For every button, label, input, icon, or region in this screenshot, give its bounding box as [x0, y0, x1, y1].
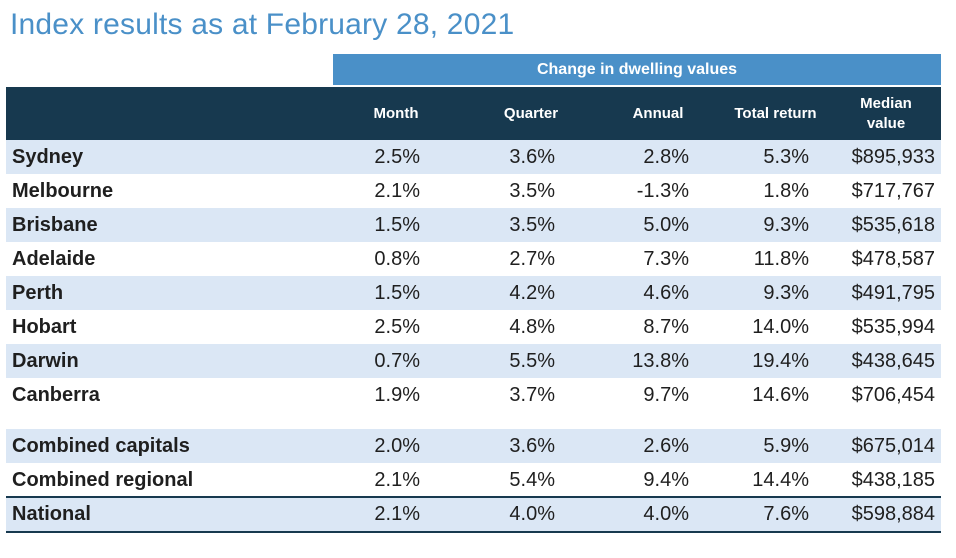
cell-total-return: 11.8% — [753, 247, 809, 270]
cell-median: $438,185 — [851, 468, 935, 491]
cell-quarter: 3.5% — [509, 213, 555, 236]
cell-median: $478,587 — [851, 247, 935, 270]
row-name: National — [12, 502, 91, 525]
table-row: Hobart 2.5% 4.8% 8.7% 14.0% $535,994 — [6, 310, 941, 344]
page-title: Index results as at February 28, 2021 — [10, 8, 515, 41]
cell-median: $717,767 — [851, 179, 935, 202]
cell-total-return: 14.4% — [752, 468, 809, 491]
cell-month: 2.5% — [374, 315, 420, 338]
cell-month: 2.1% — [374, 179, 420, 202]
cell-median: $598,884 — [851, 502, 935, 525]
table-row: Canberra 1.9% 3.7% 9.7% 14.6% $706,454 — [6, 378, 941, 412]
cell-quarter: 5.4% — [509, 468, 555, 491]
table-row: National 2.1% 4.0% 4.0% 7.6% $598,884 — [6, 497, 941, 531]
cell-median: $535,994 — [851, 315, 935, 338]
cell-annual: 9.7% — [643, 383, 689, 406]
cell-annual: 13.8% — [632, 349, 689, 372]
cell-month: 2.1% — [374, 502, 420, 525]
cell-annual: -1.3% — [636, 179, 689, 202]
row-name: Brisbane — [12, 213, 98, 236]
cell-quarter: 3.6% — [509, 434, 555, 457]
column-header-month: Month — [373, 104, 419, 122]
cell-annual: 4.0% — [643, 502, 689, 525]
cell-month: 2.0% — [374, 434, 420, 457]
cell-month: 0.7% — [374, 349, 420, 372]
cell-median: $438,645 — [851, 349, 935, 372]
group-header-label: Change in dwelling values — [536, 60, 738, 78]
cell-median: $706,454 — [851, 383, 935, 406]
cell-quarter: 4.2% — [509, 281, 555, 304]
cell-median: $535,618 — [851, 213, 935, 236]
median-header-line2: value — [866, 114, 906, 132]
cell-month: 1.5% — [374, 213, 420, 236]
cell-quarter: 4.8% — [509, 315, 555, 338]
row-name: Combined regional — [12, 468, 194, 491]
table-row: Melbourne 2.1% 3.5% -1.3% 1.8% $717,767 — [6, 174, 941, 208]
cell-total-return: 14.0% — [752, 315, 809, 338]
cell-total-return: 1.8% — [763, 179, 809, 202]
cell-quarter: 3.6% — [509, 145, 555, 168]
cell-quarter: 3.5% — [509, 179, 555, 202]
column-header-annual: Annual — [632, 104, 684, 122]
table-row: Combined capitals 2.0% 3.6% 2.6% 5.9% $675,01… — [6, 429, 941, 463]
row-name: Melbourne — [12, 179, 114, 202]
cell-annual: 5.0% — [643, 213, 689, 236]
table-row: Brisbane 1.5% 3.5% 5.0% 9.3% $535,618 — [6, 208, 941, 242]
cell-annual: 9.4% — [643, 468, 689, 491]
cell-quarter: 5.5% — [509, 349, 555, 372]
row-name: Hobart — [12, 315, 77, 338]
group-header: Change in dwelling values — [333, 54, 941, 85]
cell-total-return: 5.3% — [763, 145, 809, 168]
cell-median: $895,933 — [851, 145, 935, 168]
cell-quarter: 2.7% — [509, 247, 555, 270]
row-name: Darwin — [12, 349, 79, 372]
table-row: Combined regional 2.1% 5.4% 9.4% 14.4% $438,1… — [6, 463, 941, 497]
cell-quarter: 4.0% — [509, 502, 555, 525]
row-name: Sydney — [12, 145, 84, 168]
table-row: Perth 1.5% 4.2% 4.6% 9.3% $491,795 — [6, 276, 941, 310]
cell-annual: 8.7% — [643, 315, 689, 338]
row-name: Canberra — [12, 383, 100, 406]
cell-annual: 2.6% — [643, 434, 689, 457]
row-name: Adelaide — [12, 247, 96, 270]
row-name: Perth — [12, 281, 64, 304]
cell-month: 2.5% — [374, 145, 420, 168]
national-top-divider — [6, 496, 941, 498]
column-header-row: Month Quarter Annual Total return Median… — [6, 87, 941, 140]
cell-quarter: 3.7% — [509, 383, 555, 406]
cell-month: 1.9% — [374, 383, 420, 406]
column-header-total-return: Total return — [734, 104, 817, 122]
table-row: Adelaide 0.8% 2.7% 7.3% 11.8% $478,587 — [6, 242, 941, 276]
cell-total-return: 9.3% — [763, 281, 809, 304]
cell-median: $675,014 — [851, 434, 935, 457]
column-header-quarter: Quarter — [503, 104, 559, 122]
cell-month: 1.5% — [374, 281, 420, 304]
cell-total-return: 14.6% — [752, 383, 809, 406]
cell-annual: 2.8% — [643, 145, 689, 168]
cell-total-return: 5.9% — [763, 434, 809, 457]
row-name: Combined capitals — [12, 434, 190, 457]
cell-month: 0.8% — [374, 247, 420, 270]
table-bottom-border — [6, 531, 941, 533]
median-header-line1: Median — [860, 95, 912, 112]
cell-month: 2.1% — [374, 468, 420, 491]
cell-annual: 7.3% — [643, 247, 689, 270]
cell-total-return: 7.6% — [763, 502, 809, 525]
table-row: Darwin 0.7% 5.5% 13.8% 19.4% $438,645 — [6, 344, 941, 378]
cell-median: $491,795 — [851, 281, 935, 304]
cell-total-return: 9.3% — [763, 213, 809, 236]
table-row: Sydney 2.5% 3.6% 2.8% 5.3% $895,933 — [6, 140, 941, 174]
column-header-median-value: Median value — [836, 87, 936, 140]
cell-total-return: 19.4% — [752, 349, 809, 372]
cell-annual: 4.6% — [643, 281, 689, 304]
